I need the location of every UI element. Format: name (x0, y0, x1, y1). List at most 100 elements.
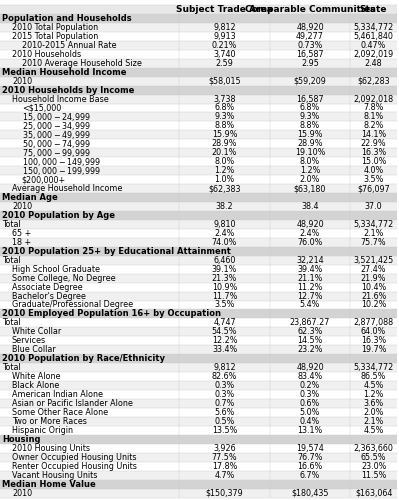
Text: 9,810: 9,810 (213, 220, 236, 229)
Text: 2,363,660: 2,363,660 (354, 444, 393, 453)
Text: 65 +: 65 + (12, 229, 31, 238)
Text: 2010 Population by Age: 2010 Population by Age (2, 211, 115, 220)
Text: 21.9%: 21.9% (361, 274, 386, 282)
FancyBboxPatch shape (0, 86, 397, 94)
Text: 11.2%: 11.2% (297, 282, 323, 292)
Text: 2010: 2010 (12, 76, 32, 86)
Text: 19.7%: 19.7% (361, 345, 386, 354)
Text: 22.9%: 22.9% (361, 140, 386, 148)
FancyBboxPatch shape (0, 202, 397, 211)
FancyBboxPatch shape (0, 372, 397, 381)
Text: Blue Collar: Blue Collar (12, 345, 56, 354)
FancyBboxPatch shape (0, 328, 397, 336)
Text: $59,209: $59,209 (294, 76, 326, 86)
Text: 2010 Households: 2010 Households (12, 50, 81, 58)
FancyBboxPatch shape (0, 480, 397, 488)
Text: 4.0%: 4.0% (363, 166, 384, 175)
FancyBboxPatch shape (0, 310, 397, 318)
Text: 10.4%: 10.4% (361, 282, 386, 292)
Text: 8.8%: 8.8% (214, 122, 235, 130)
Text: Associate Degree: Associate Degree (12, 282, 83, 292)
Text: 2010 Housing Units: 2010 Housing Units (12, 444, 90, 453)
Text: 4.5%: 4.5% (363, 381, 384, 390)
FancyBboxPatch shape (0, 193, 397, 202)
Text: 77.5%: 77.5% (212, 452, 237, 462)
Text: Median Age: Median Age (2, 193, 58, 202)
Text: 1.2%: 1.2% (363, 390, 384, 399)
FancyBboxPatch shape (0, 354, 397, 363)
Text: Average Household Income: Average Household Income (12, 184, 122, 193)
Text: 8.0%: 8.0% (300, 157, 320, 166)
Text: 28.9%: 28.9% (297, 140, 323, 148)
Text: Two or More Races: Two or More Races (12, 417, 87, 426)
FancyBboxPatch shape (0, 41, 397, 50)
Text: Hispanic Origin: Hispanic Origin (12, 426, 73, 435)
Text: 64.0%: 64.0% (361, 328, 386, 336)
Text: Vacant Housing Units: Vacant Housing Units (12, 470, 97, 480)
Text: 9,913: 9,913 (213, 32, 236, 41)
Text: $200,000+: $200,000+ (22, 175, 66, 184)
Text: 13.1%: 13.1% (297, 426, 323, 435)
Text: 9.3%: 9.3% (214, 112, 235, 122)
Text: $150,000 - $199,999: $150,000 - $199,999 (22, 164, 101, 176)
Text: 5.6%: 5.6% (214, 408, 235, 417)
Text: 0.6%: 0.6% (300, 399, 320, 408)
Text: Renter Occupied Housing Units: Renter Occupied Housing Units (12, 462, 137, 470)
Text: 2.59: 2.59 (215, 58, 233, 68)
Text: 2.1%: 2.1% (363, 417, 384, 426)
FancyBboxPatch shape (0, 32, 397, 41)
Text: 38.4: 38.4 (301, 202, 319, 211)
Text: 28.9%: 28.9% (212, 140, 237, 148)
Text: 16.3%: 16.3% (361, 148, 386, 157)
Text: 16,587: 16,587 (296, 94, 324, 104)
Text: Some Other Race Alone: Some Other Race Alone (12, 408, 108, 417)
Text: <$15,000: <$15,000 (22, 104, 61, 112)
Text: 75.7%: 75.7% (361, 238, 386, 247)
Text: 19,574: 19,574 (296, 444, 324, 453)
Text: 5,334,772: 5,334,772 (354, 23, 394, 32)
FancyBboxPatch shape (0, 390, 397, 399)
Text: 11.7%: 11.7% (212, 292, 237, 300)
Text: $63,180: $63,180 (294, 184, 326, 193)
FancyBboxPatch shape (0, 300, 397, 310)
Text: 0.5%: 0.5% (214, 417, 235, 426)
Text: 1.2%: 1.2% (214, 166, 235, 175)
FancyBboxPatch shape (0, 264, 397, 274)
Text: American Indian Alone: American Indian Alone (12, 390, 103, 399)
Text: Median Home Value: Median Home Value (2, 480, 96, 488)
Text: $150,379: $150,379 (205, 488, 243, 498)
Text: 5,461,840: 5,461,840 (354, 32, 393, 41)
Text: 14.1%: 14.1% (361, 130, 386, 140)
Text: 48,920: 48,920 (296, 220, 324, 229)
Text: $163,064: $163,064 (355, 488, 392, 498)
Text: $180,435: $180,435 (291, 488, 329, 498)
Text: 16.6%: 16.6% (297, 462, 323, 470)
Text: 5,334,772: 5,334,772 (354, 363, 394, 372)
FancyBboxPatch shape (0, 58, 397, 68)
Text: 18 +: 18 + (12, 238, 31, 247)
Text: 2.0%: 2.0% (363, 408, 384, 417)
Text: 12.7%: 12.7% (297, 292, 323, 300)
FancyBboxPatch shape (0, 417, 397, 426)
Text: 2015 Total Population: 2015 Total Population (12, 32, 98, 41)
Text: 8.2%: 8.2% (363, 122, 384, 130)
Text: 8.1%: 8.1% (363, 112, 384, 122)
Text: 62.3%: 62.3% (297, 328, 323, 336)
FancyBboxPatch shape (0, 318, 397, 328)
Text: 2.48: 2.48 (365, 58, 382, 68)
Text: 19.10%: 19.10% (295, 148, 325, 157)
Text: 2,877,088: 2,877,088 (354, 318, 394, 328)
FancyBboxPatch shape (0, 274, 397, 282)
FancyBboxPatch shape (0, 23, 397, 32)
Text: $25,000 - $34,999: $25,000 - $34,999 (22, 120, 91, 132)
Text: $62,283: $62,283 (357, 76, 390, 86)
Text: 2010: 2010 (12, 488, 32, 498)
Text: 37.0: 37.0 (365, 202, 382, 211)
Text: 5.0%: 5.0% (300, 408, 320, 417)
Text: White Collar: White Collar (12, 328, 61, 336)
FancyBboxPatch shape (0, 166, 397, 175)
FancyBboxPatch shape (0, 238, 397, 247)
Text: 38.2: 38.2 (216, 202, 233, 211)
Text: 2010: 2010 (12, 202, 32, 211)
FancyBboxPatch shape (0, 444, 397, 452)
